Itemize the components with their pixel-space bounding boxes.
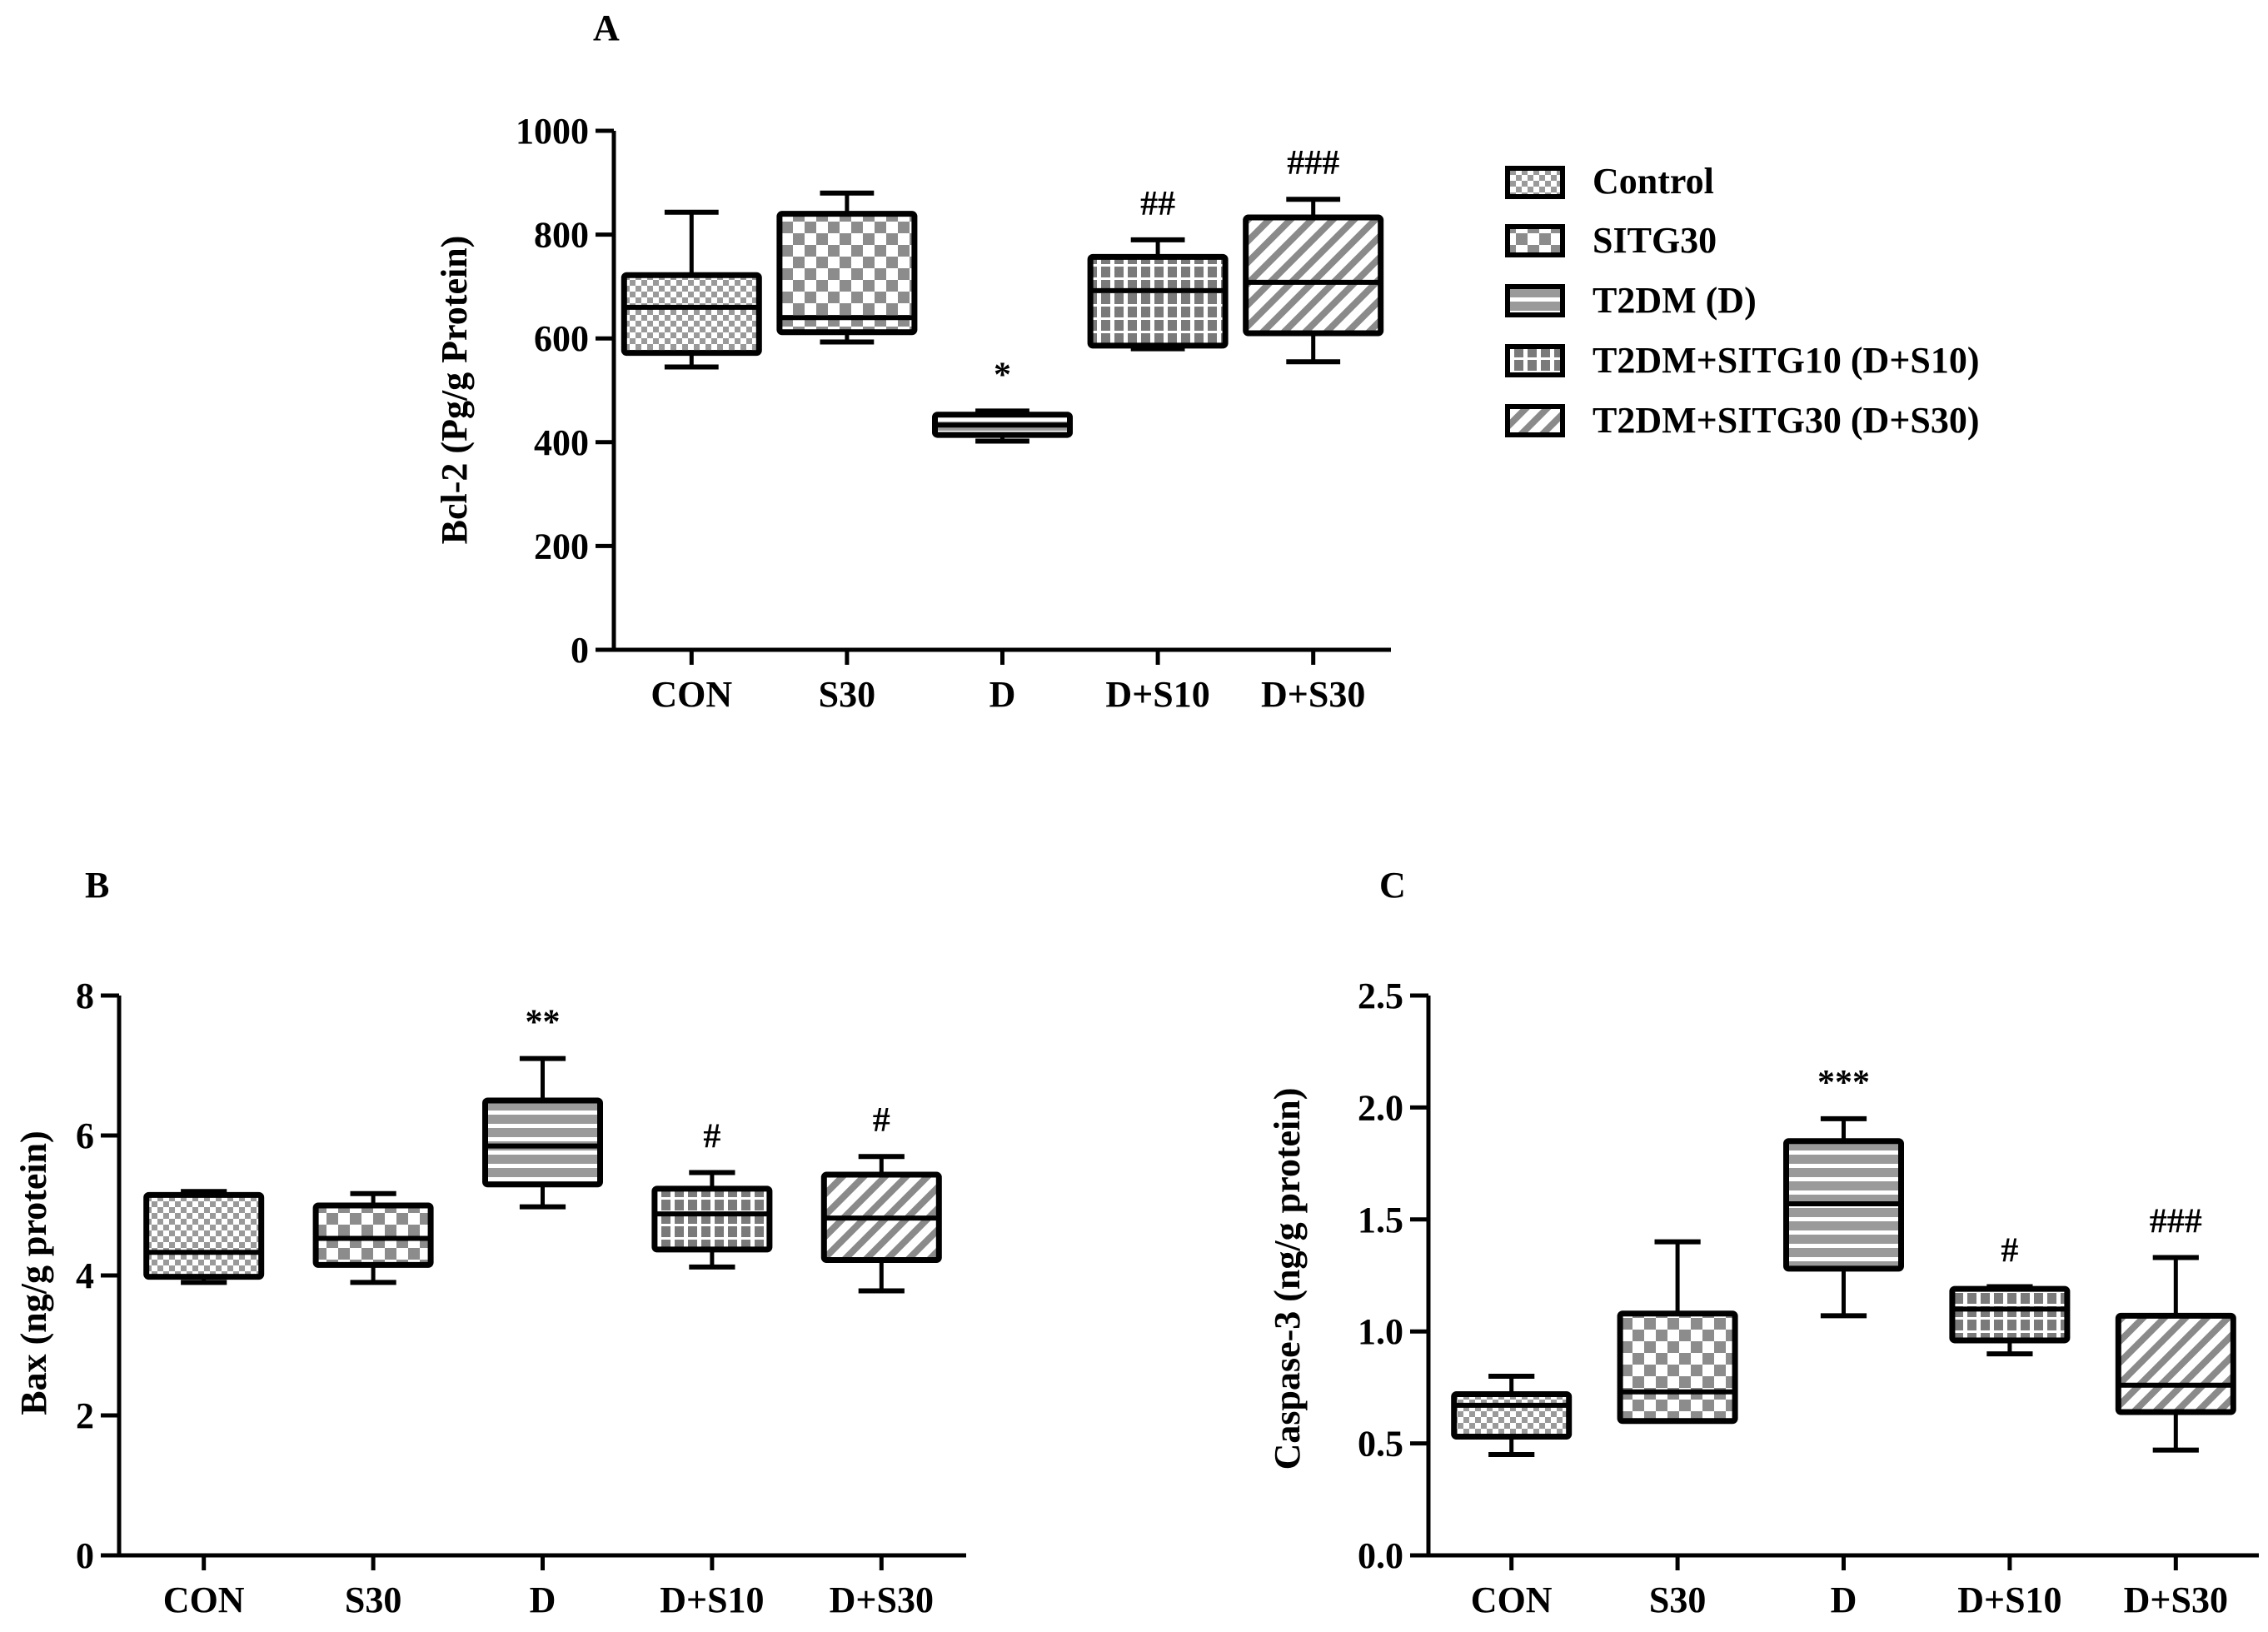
panel-a-x-tick-label: D <box>989 674 1016 715</box>
panel-b-significance-label: # <box>873 1101 890 1140</box>
panel-c-box <box>2115 1312 2236 1415</box>
panel-c-chart: C Caspase-3 (ng/g protein) 0.0 0.5 1.0 1.5 2… <box>1267 865 2259 1620</box>
panel-a-letter: A <box>593 7 620 48</box>
legend-label-d-s10: T2DM+SITG10 (D+S10) <box>1593 340 1980 381</box>
panel-b-box <box>143 1191 265 1280</box>
panel-a-plot-area: 0 200 400 600 800 1000 CON S30 D * D+S10 ## D+S30 ### <box>516 111 1391 715</box>
panel-c-y-axis-label: Caspase-3 (ng/g protein) <box>1267 1088 1308 1470</box>
panel-a-y-tick-label: 600 <box>534 318 589 359</box>
panel-c-y-tick-label: 0.0 <box>1358 1535 1403 1576</box>
panel-a-y-tick-label: 1000 <box>516 111 589 152</box>
panel-a-x-tick-label: D+S30 <box>1261 674 1365 715</box>
panel-c-y-tick-label: 2.5 <box>1358 976 1403 1016</box>
panel-c-significance-label: # <box>2001 1231 2018 1270</box>
panel-b-y-tick-label: 8 <box>76 976 94 1016</box>
panel-b-y-axis-label: Bax (ng/g protein) <box>13 1130 54 1415</box>
panel-a-box <box>776 211 918 336</box>
panel-b-box <box>651 1185 773 1253</box>
panel-b-significance-label: # <box>703 1118 720 1156</box>
panel-a-chart: A Bcl-2 (Pg/g Protein) 0 200 400 600 800 1000… <box>434 7 1391 715</box>
legend-label-t2dm: T2DM (D) <box>1593 280 1757 321</box>
panel-b-y-tick-label: 6 <box>76 1115 94 1156</box>
panel-c-box <box>1451 1390 1573 1440</box>
panel-c-x-tick-label: D <box>1831 1580 1857 1620</box>
panel-c-box <box>1617 1310 1738 1425</box>
legend-label-control: Control <box>1593 161 1714 202</box>
panel-b-box <box>482 1097 603 1188</box>
panel-a-x-tick-label: S30 <box>819 674 875 715</box>
panel-b-y-tick-label: 0 <box>76 1535 94 1576</box>
panel-c-x-tick-label: S30 <box>1649 1580 1706 1620</box>
panel-b-plot-area: 0 2 4 6 8 CON S30 D ** D+S10 # D+S30 # <box>76 976 966 1620</box>
panel-b-box <box>312 1202 434 1268</box>
panel-b-x-tick-label: CON <box>163 1580 245 1620</box>
panel-a-x-tick-label: CON <box>650 674 732 715</box>
panel-b-x-tick-label: D+S10 <box>660 1580 764 1620</box>
legend-label-d-s30: T2DM+SITG30 (D+S30) <box>1593 400 1980 441</box>
panel-c-significance-label: *** <box>1817 1064 1870 1102</box>
panel-a-y-axis-label: Bcl-2 (Pg/g Protein) <box>434 236 475 545</box>
panel-a-y-tick-label: 200 <box>534 526 589 566</box>
panel-c-plot-area: 0.0 0.5 1.0 1.5 2.0 2.5 CON S30 D *** D+S10 # D+S30 #… <box>1358 976 2259 1620</box>
panel-b-significance-label: ** <box>526 1004 561 1042</box>
panel-b-y-tick-label: 4 <box>76 1255 94 1296</box>
panel-c-x-tick-label: D+S30 <box>2124 1580 2228 1620</box>
panel-a-significance-label: ## <box>1140 185 1175 223</box>
panel-c-box <box>1949 1285 2071 1344</box>
legend-swatch-control <box>1505 166 1565 199</box>
legend: Control SITG30 T2DM (D) T2DM+SITG10 (D+S… <box>1505 161 1980 441</box>
panel-c-y-tick-label: 1.0 <box>1358 1311 1403 1352</box>
legend-swatch-t2dm <box>1505 284 1565 317</box>
panel-a-y-tick-label: 0 <box>571 630 589 671</box>
panel-c-y-tick-label: 2.0 <box>1358 1087 1403 1128</box>
panel-b-x-tick-label: D <box>530 1580 556 1620</box>
panel-c-letter: C <box>1379 865 1406 906</box>
legend-swatch-sitg30 <box>1505 224 1565 257</box>
panel-a-significance-label: * <box>994 356 1011 394</box>
panel-b-letter: B <box>85 865 109 906</box>
legend-swatch-d-s30 <box>1505 404 1565 437</box>
legend-label-sitg30: SITG30 <box>1593 220 1717 261</box>
panel-a-x-tick-label: D+S10 <box>1105 674 1209 715</box>
panel-a-y-tick-label: 400 <box>534 422 589 463</box>
legend-swatch-d-s10 <box>1505 344 1565 377</box>
panel-b-y-tick-label: 2 <box>76 1395 94 1436</box>
panel-a-significance-label: ### <box>1287 144 1339 182</box>
panel-a-box <box>621 272 762 357</box>
panel-c-x-tick-label: CON <box>1471 1580 1553 1620</box>
panel-b-x-tick-label: S30 <box>345 1580 401 1620</box>
panel-c-y-tick-label: 0.5 <box>1358 1424 1403 1465</box>
panel-a-box <box>1243 214 1384 337</box>
panel-b-x-tick-label: D+S30 <box>830 1580 934 1620</box>
panel-c-y-tick-label: 1.5 <box>1358 1200 1403 1240</box>
panel-c-significance-label: ### <box>2150 1202 2202 1240</box>
panel-a-box <box>1087 253 1229 349</box>
panel-b-chart: B Bax (ng/g protein) 0 2 4 6 8 CON S30 D ** D+S10… <box>13 865 966 1620</box>
panel-a-y-tick-label: 800 <box>534 215 589 256</box>
panel-c-x-tick-label: D+S10 <box>1957 1580 2061 1620</box>
